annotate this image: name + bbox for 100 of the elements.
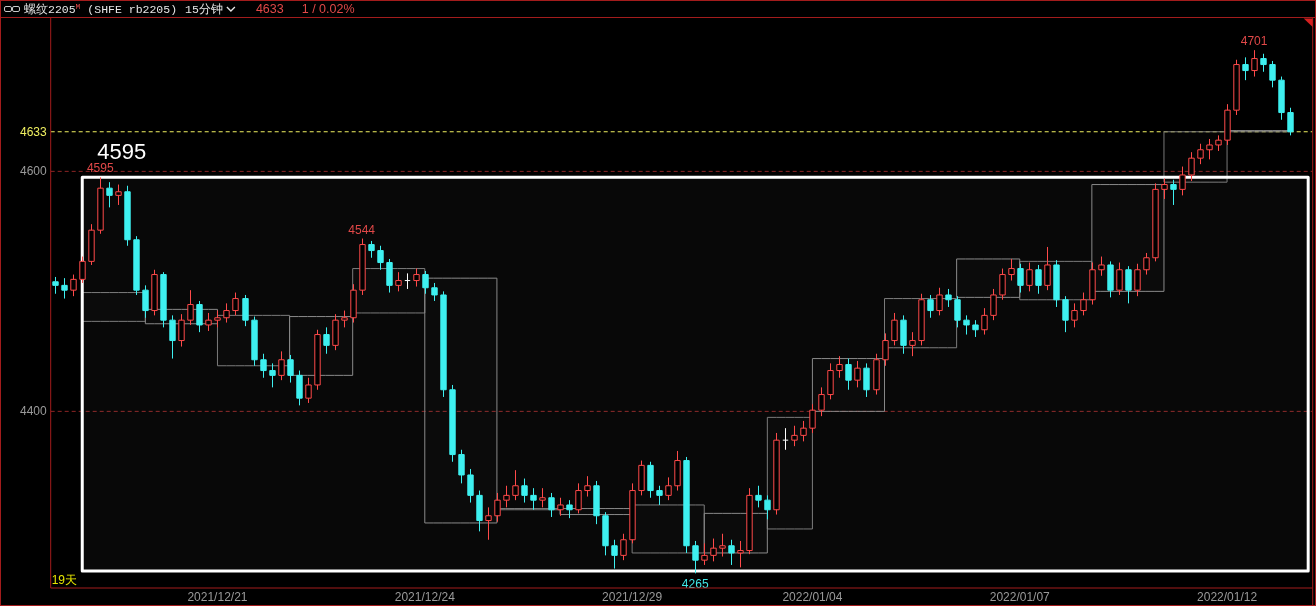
candlestick [521,478,528,504]
candlestick [205,312,212,332]
candlestick [755,485,762,508]
candlestick [854,360,861,388]
candlestick [332,313,339,351]
candlestick [1269,60,1276,88]
x-tick-label: 2021/12/21 [187,590,248,604]
annotation: 4595 [86,161,114,176]
candlestick [359,238,366,296]
candlestick [187,289,194,326]
candlestick [350,283,357,324]
candlestick [1116,262,1123,296]
y-tick-label: 4600 [20,164,48,179]
candlestick [458,449,465,484]
candlestick [413,268,420,288]
candlestick [133,235,140,296]
candlestick [1008,258,1015,282]
candlestick [999,268,1006,301]
candlestick [656,485,663,506]
candlestick [169,314,176,360]
candlestick [386,258,393,294]
candlestick [629,482,636,544]
candlestick [611,539,618,570]
candlestick [936,287,943,316]
candlestick [305,377,312,404]
chart-title: 螺纹2205$^{M}$ (SHFE rb2205) [24,1,178,16]
candlestick [1188,151,1195,182]
candlestick [368,240,375,259]
candlestick [431,282,438,302]
candlestick [1233,59,1240,116]
candlestick [494,492,501,523]
text: 1 / 0.02% [301,2,355,16]
candlestick [52,276,59,295]
candlestick [602,511,609,556]
candlestick [1278,76,1285,121]
candlestick [990,288,997,321]
x-tick-label: 2021/12/24 [394,590,456,604]
candlestick [1134,263,1141,297]
candlestick [476,490,483,532]
candlestick [160,271,167,328]
candlestick [1215,134,1222,152]
candlestick [620,533,627,561]
candlestick [151,269,158,316]
candlestick [791,425,798,447]
candlestick [818,386,825,417]
candlestick [575,482,582,514]
candlestick [773,432,780,516]
candlestick [1161,178,1168,200]
candlestick [1017,263,1024,294]
candlestick [1179,166,1186,196]
candlestick [845,358,852,391]
text: 4633 [255,2,284,16]
ref-line-label: 4633 [20,124,48,139]
candlestick [1089,262,1096,306]
x-tick-label: 2022/01/07 [989,590,1051,604]
candlestick [296,370,303,406]
candlestick [728,539,735,566]
candlestick [1035,264,1042,295]
candlestick [593,480,600,525]
candlestick [1098,256,1105,277]
x-tick-label: 2022/01/04 [782,590,843,604]
candlestick [827,362,834,400]
candlestick [79,256,86,284]
candlestick [710,538,717,562]
candlestick [142,284,149,319]
y-tick-label: 4400 [20,404,48,419]
candlestick [278,350,285,381]
candlestick [1053,259,1060,308]
candlestick [61,277,68,300]
candlestick [1170,179,1177,206]
candlestick [178,313,185,348]
candlestick [683,456,690,554]
candlestick [70,274,77,297]
candlestick [809,403,816,434]
candlestick [1224,103,1231,146]
candlestick [404,272,411,290]
candlestick [972,319,979,338]
candlestick [539,487,546,508]
candlestick [1044,246,1051,291]
candlestick [214,310,221,328]
candlestick [1287,107,1294,136]
candlestick [106,181,113,208]
candlestick [800,420,807,442]
x-tick-label: 2022/01/12 [1197,590,1258,604]
candlestick [1143,252,1150,276]
candlestick [485,506,492,541]
candlestick [863,362,870,398]
candlestick [665,476,672,501]
candlestick [692,540,699,574]
candlestick [251,316,258,367]
candlestick [395,271,402,292]
candlestick [674,450,681,492]
candlestick [918,293,925,346]
candlestick [97,176,104,235]
candlestick [782,427,789,451]
candlestick [900,314,907,355]
candlestick [882,332,889,367]
candlestick [341,310,348,328]
candlestick [115,184,122,206]
annotation: 4265 [681,577,709,592]
